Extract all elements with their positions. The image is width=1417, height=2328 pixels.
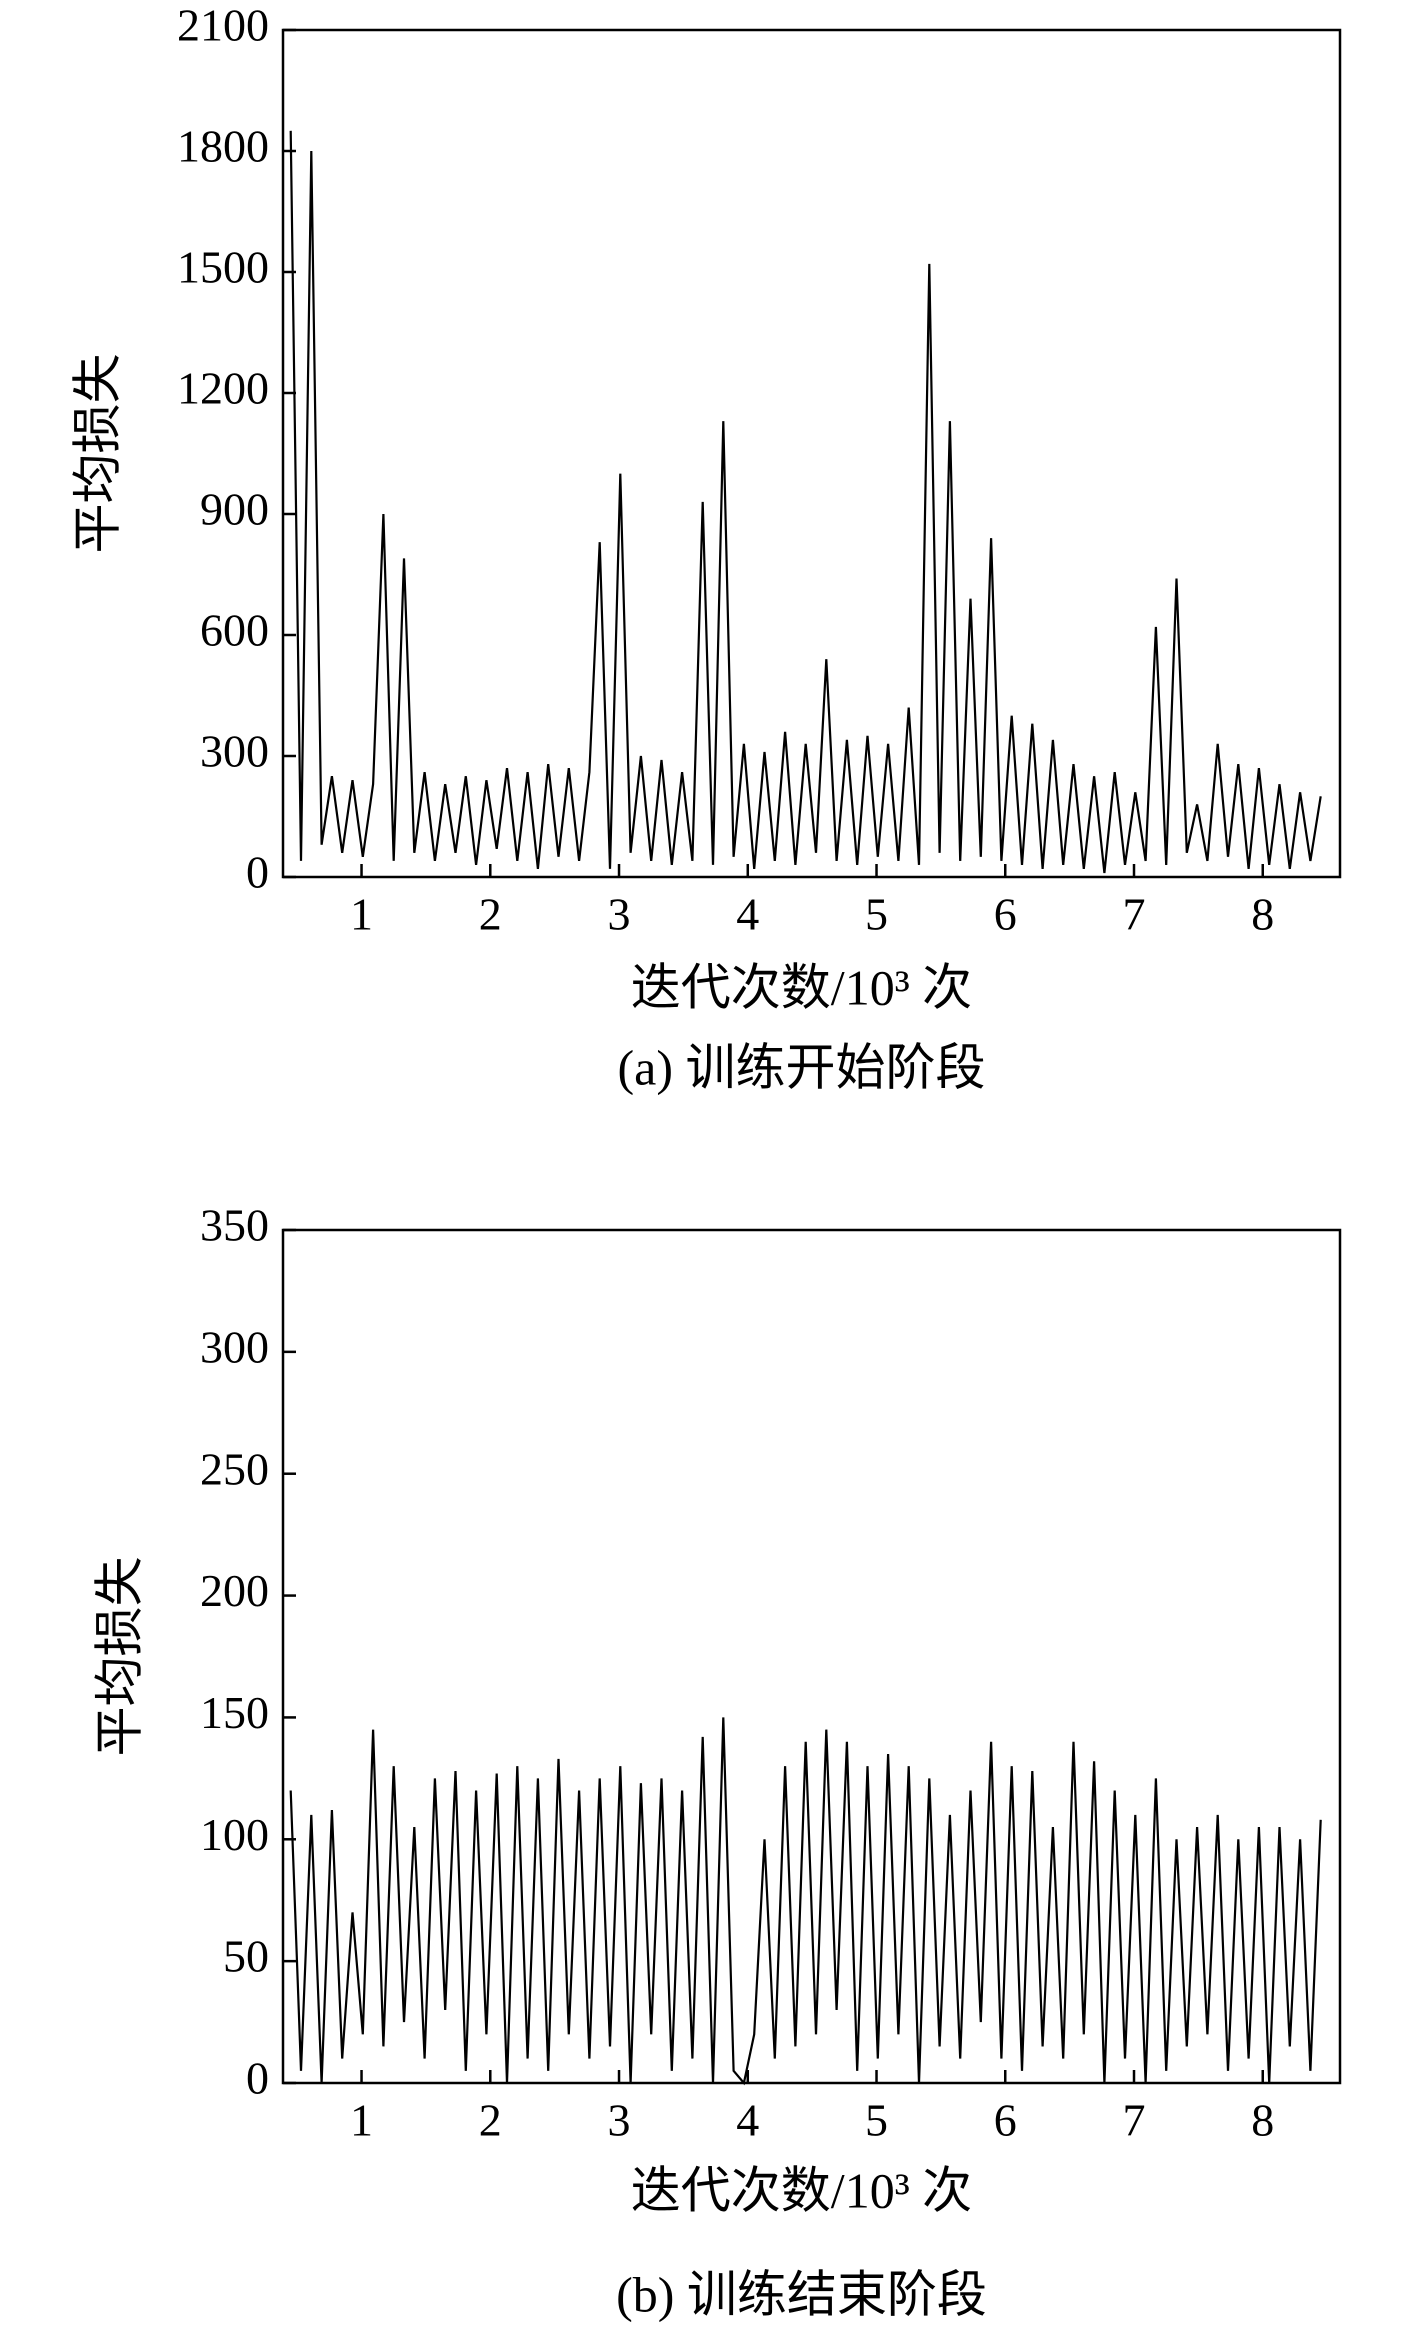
- y-tick-label: 0: [246, 847, 269, 898]
- plot-frame: [281, 28, 1342, 879]
- x-tick-label: 1: [350, 2095, 373, 2146]
- x-tick-label: 7: [1123, 889, 1146, 940]
- y-tick-label: 2100: [177, 0, 269, 51]
- x-tick-label: 2: [479, 2095, 502, 2146]
- y-tick-label: 150: [200, 1687, 269, 1738]
- y-tick-label: 900: [200, 484, 269, 535]
- y-tick-label: 100: [200, 1809, 269, 1860]
- x-axis-label: 迭代次数/10³ 次: [631, 959, 972, 1015]
- y-tick-label: 200: [200, 1565, 269, 1616]
- x-tick-label: 5: [865, 2095, 888, 2146]
- y-tick-label: 1500: [177, 242, 269, 293]
- y-tick-label: 1800: [177, 121, 269, 172]
- y-tick-label: 300: [200, 726, 269, 777]
- x-tick-label: 5: [865, 889, 888, 940]
- x-tick-label: 3: [608, 889, 631, 940]
- x-tick-label: 8: [1251, 889, 1274, 940]
- x-tick-label: 4: [736, 889, 759, 940]
- caption: (a) 训练开始阶段: [618, 1039, 986, 1095]
- loss-line: [289, 130, 1322, 874]
- x-tick-label: 6: [994, 889, 1017, 940]
- y-axis-label: 平均损失: [69, 354, 125, 554]
- y-tick-label: 1200: [177, 363, 269, 414]
- caption: (b) 训练结束阶段: [616, 2266, 987, 2322]
- x-axis-label: 迭代次数/10³ 次: [631, 2162, 972, 2218]
- y-tick-label: 300: [200, 1321, 269, 1372]
- y-tick-label: 0: [246, 2053, 269, 2104]
- x-tick-label: 2: [479, 889, 502, 940]
- x-tick-label: 6: [994, 2095, 1017, 2146]
- y-tick-label: 350: [200, 1200, 269, 1251]
- y-tick-label: 600: [200, 605, 269, 656]
- loss-line: [289, 1717, 1322, 2086]
- plot-frame: [281, 1228, 1342, 2085]
- y-tick-label: 50: [223, 1931, 269, 1982]
- x-tick-label: 7: [1123, 2095, 1146, 2146]
- y-tick-label: 250: [200, 1443, 269, 1494]
- x-tick-label: 1: [350, 889, 373, 940]
- y-axis-label: 平均损失: [91, 1557, 147, 1757]
- x-tick-label: 3: [608, 2095, 631, 2146]
- x-tick-label: 4: [736, 2095, 759, 2146]
- x-tick-label: 8: [1251, 2095, 1274, 2146]
